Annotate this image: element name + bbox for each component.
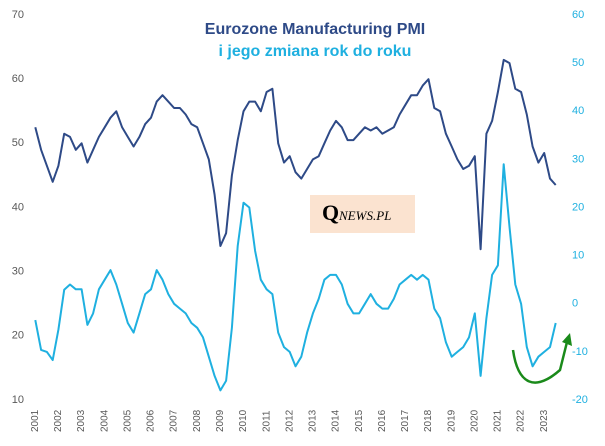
y2-tick-label: 60 xyxy=(572,9,584,21)
x-tick-label: 2005 xyxy=(122,409,133,432)
x-tick-label: 2015 xyxy=(354,409,365,432)
y2-tick-label: -20 xyxy=(572,394,588,406)
y-tick-label: 40 xyxy=(12,201,24,213)
x-tick-label: 2011 xyxy=(261,410,272,432)
series-line xyxy=(34,58,557,251)
x-tick-label: 2017 xyxy=(400,409,411,432)
trend-arrow xyxy=(511,337,570,384)
y-tick-label: 50 xyxy=(12,137,24,149)
x-tick-label: 2007 xyxy=(169,409,180,432)
chart-title: Eurozone Manufacturing PMI xyxy=(205,21,425,38)
arrow-head xyxy=(562,333,572,346)
x-tick-label: 2002 xyxy=(53,409,64,432)
x-tick-label: 2022 xyxy=(516,409,527,432)
y2-tick-label: 10 xyxy=(572,250,584,262)
x-tick-label: 2020 xyxy=(469,409,480,432)
x-tick-label: 2016 xyxy=(377,409,388,432)
x-tick-label: 2001 xyxy=(30,409,41,432)
series-line xyxy=(34,163,557,392)
x-tick-label: 2010 xyxy=(238,409,249,432)
y2-tick-label: 0 xyxy=(572,298,578,310)
logo-q: Q xyxy=(322,200,339,225)
y2-tick-label: 50 xyxy=(572,57,584,69)
chart-subtitle: i jego zmiana rok do roku xyxy=(219,43,412,60)
x-tick-label: 2009 xyxy=(215,409,226,432)
x-tick-label: 2019 xyxy=(446,409,457,432)
x-tick-label: 2023 xyxy=(539,409,550,432)
x-tick-label: 2021 xyxy=(493,409,504,432)
y2-tick-label: 40 xyxy=(572,105,584,117)
y2-tick-label: 20 xyxy=(572,201,584,213)
x-tick-label: 2018 xyxy=(423,409,434,432)
y-tick-label: 70 xyxy=(12,9,24,21)
x-tick-label: 2012 xyxy=(284,409,295,432)
y2-tick-label: 30 xyxy=(572,153,584,165)
x-tick-label: 2004 xyxy=(99,409,110,432)
x-tick-label: 2013 xyxy=(308,409,319,432)
y2-tick-label: -10 xyxy=(572,346,588,358)
y-tick-label: 10 xyxy=(12,394,24,406)
x-tick-label: 2003 xyxy=(76,409,87,432)
x-tick-label: 2008 xyxy=(192,409,203,432)
logo-box xyxy=(310,195,415,233)
y-tick-label: 20 xyxy=(12,330,24,342)
x-tick-label: 2014 xyxy=(331,409,342,432)
y-tick-label: 30 xyxy=(12,266,24,278)
y-tick-label: 60 xyxy=(12,73,24,85)
x-tick-label: 2006 xyxy=(146,409,157,432)
logo-text: NEWS.PL xyxy=(338,208,391,223)
